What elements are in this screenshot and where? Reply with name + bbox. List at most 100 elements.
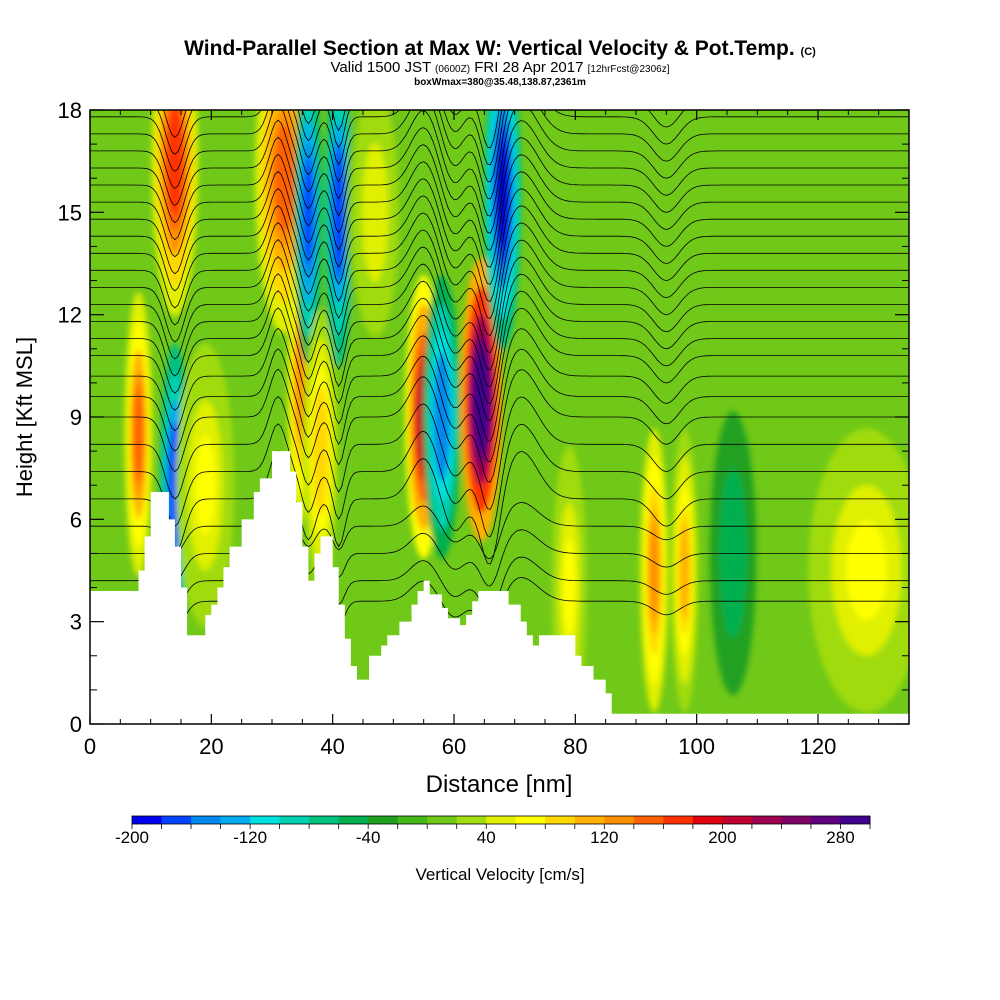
colorbar-swatch (574, 816, 605, 824)
isentrope (90, 187, 909, 302)
isentrope (90, 110, 909, 183)
y-tick-label: 15 (58, 200, 82, 225)
valid-time: Valid 1500 JST (330, 59, 431, 76)
w-feature (640, 428, 669, 713)
forecast-info: [12hrFcst@2306z] (587, 64, 670, 75)
colorbar-frame (131, 815, 871, 825)
y-tick-label: 0 (70, 712, 82, 737)
colorbar-swatch (161, 816, 192, 824)
chart-title-block: Wind-Parallel Section at Max W: Vertical… (0, 38, 1000, 89)
box-info: boxWmax=380@35.48,138.87,2361m (414, 77, 586, 88)
w-feature (151, 110, 199, 317)
isentrope (90, 222, 909, 336)
colorbar-tick-label: 40 (477, 828, 496, 847)
colorbar-swatch (604, 816, 635, 824)
isentrope (90, 395, 909, 510)
w-feature (303, 309, 339, 594)
isentrope (90, 239, 909, 353)
isentrope (90, 136, 909, 251)
valid-time-line: Valid 1500 JST (0600Z) FRI 28 Apr 2017 [… (0, 60, 1000, 77)
colorbar-swatch (781, 816, 812, 824)
colorbar-swatch (368, 816, 399, 824)
isentrope (90, 273, 909, 388)
isentrope (90, 368, 909, 483)
isentrope (90, 153, 909, 268)
colorbar-swatch (663, 816, 694, 824)
colorbar-label: Vertical Velocity [cm/s] (415, 865, 584, 884)
y-tick-label: 9 (70, 405, 82, 430)
isentrope (90, 119, 909, 234)
colorbar-swatch (486, 816, 517, 824)
isentrope (157, 110, 685, 166)
x-tick-label: 60 (442, 734, 466, 759)
isentrope (90, 110, 909, 217)
w-feature (124, 292, 153, 576)
colorbar-swatch (456, 816, 487, 824)
y-tick-label: 3 (70, 610, 82, 635)
isentrope (90, 529, 909, 587)
x-axis-label: Distance [nm] (426, 771, 573, 798)
colorbar-swatch (722, 816, 753, 824)
isentrope (90, 423, 909, 538)
colorbar-swatch (309, 816, 340, 824)
colorbar-swatch (191, 816, 222, 824)
colorbar-swatch (132, 816, 163, 824)
copyright-mark: (C) (800, 46, 816, 58)
isentrope (90, 110, 909, 200)
chart-title-line: Wind-Parallel Section at Max W: Vertical… (0, 38, 1000, 60)
w-feature (483, 110, 522, 351)
colorbar-swatch (751, 816, 782, 824)
colorbar-swatch (692, 816, 723, 824)
isentrope (90, 256, 909, 371)
chart-title: Wind-Parallel Section at Max W: Vertical… (184, 37, 795, 60)
colorbar-tick-label: 120 (590, 828, 618, 847)
colorbar-swatch (810, 816, 841, 824)
x-tick-label: 40 (320, 734, 344, 759)
colorbar-tick-label: -200 (115, 828, 149, 847)
valid-date: FRI 28 Apr 2017 (474, 59, 584, 76)
y-axis-label: Height [Kft MSL] (12, 337, 37, 497)
isentrope (90, 307, 909, 422)
isentrope (90, 290, 909, 405)
w-feature (346, 110, 405, 368)
colorbar-tick-label: -40 (356, 828, 381, 847)
w-feature (176, 343, 235, 628)
colorbar-swatch (840, 816, 871, 824)
colorbar: -200 -120 -40 40 120 200 280 (115, 815, 871, 847)
isentrope (90, 170, 909, 285)
colorbar-swatch (220, 816, 251, 824)
w-feature (423, 275, 461, 559)
x-tick-label: 120 (800, 734, 837, 759)
colorbar-swatch (545, 816, 576, 824)
colorbar-swatch (279, 816, 310, 824)
terrain (90, 451, 909, 724)
colorbar-swatch (338, 816, 369, 824)
isentrope (90, 327, 909, 442)
colorbar-swatch (250, 816, 281, 824)
y-tick-label: 12 (58, 303, 82, 328)
colorbar-swatch (515, 816, 546, 824)
x-tick-label: 20 (199, 734, 223, 759)
plot-area (90, 110, 909, 724)
w-feature (808, 428, 909, 713)
y-tick-label: 18 (58, 98, 82, 123)
colorbar-tick-label: 280 (826, 828, 854, 847)
x-tick-label: 0 (84, 734, 96, 759)
colorbar-tick-label: 200 (708, 828, 736, 847)
isentrope (90, 450, 909, 565)
colorbar-swatch (427, 816, 458, 824)
w-field-features (124, 110, 909, 724)
colorbar-swatch (633, 816, 664, 824)
isentrope (90, 348, 909, 463)
axes: 0 20 40 60 80 100 120 0 3 6 9 12 15 18 (58, 98, 910, 759)
isentrope (90, 501, 909, 560)
y-tick-label: 6 (70, 507, 82, 532)
valid-time-utc: (0600Z) (435, 64, 471, 75)
x-tick-label: 80 (563, 734, 587, 759)
isentrope (90, 204, 909, 319)
colorbar-swatch (397, 816, 428, 824)
colorbar-tick-label: -120 (233, 828, 267, 847)
x-tick-label: 100 (678, 734, 715, 759)
w-feature (670, 428, 699, 713)
